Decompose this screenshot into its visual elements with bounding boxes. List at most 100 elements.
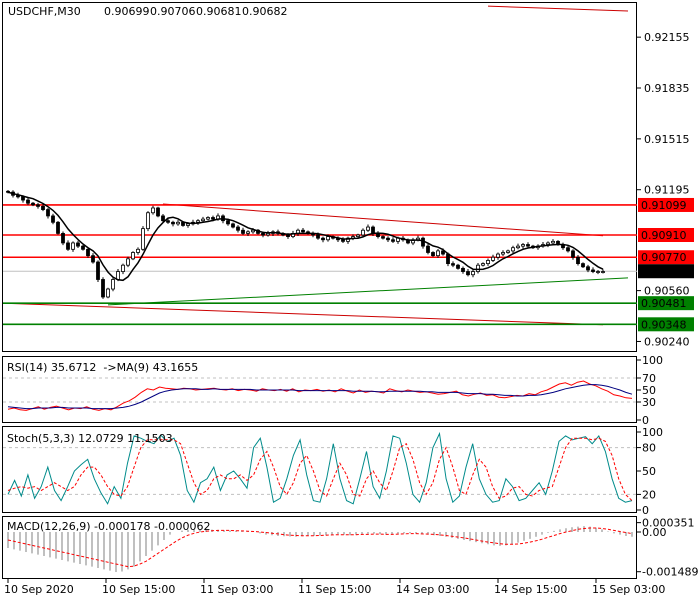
trendline [107,277,629,306]
candle [441,250,445,255]
level-label-box [638,296,694,311]
candle [506,250,510,253]
level-label: 0.90481 [641,297,687,310]
candle [111,279,115,290]
candle [236,226,240,231]
stoch-panel[interactable] [2,426,637,513]
candle [241,229,245,234]
candle [186,223,190,226]
candle [286,234,290,237]
candle [246,231,250,234]
level-label-box [638,264,694,279]
x-tick-label: 10 Sep 15:00 [102,583,175,596]
macd-signal-line [7,527,633,568]
candle [261,233,265,236]
candle [461,267,465,272]
candle [456,264,460,269]
rsi-header: RSI(14) 35.6712 ->MA(9) 43.1655 [7,361,198,374]
candle [131,252,135,260]
candle [501,252,505,255]
candle [566,247,570,252]
candle [91,255,95,263]
candle [571,250,575,258]
stoch-tick-label: 50 [642,465,656,478]
price-tick-label: 0.90560 [644,285,690,298]
stoch-tick-label: 20 [642,488,656,501]
price-tick-label: 0.91515 [644,133,690,146]
candle [151,207,155,214]
macd-plot [7,526,633,572]
axes: 0.92155 0.91835 0.91515 0.91195 0.90560 0.902… [4,31,698,596]
candle [86,248,90,257]
stoch-series-line [7,437,633,501]
candle [601,271,605,273]
price-tick-label: 0.90240 [644,335,690,348]
price-header-symbol: USDCHF,M30 [8,5,81,18]
candle [196,220,200,223]
candle [116,271,120,280]
stoch-plot [3,431,637,505]
candle [476,264,480,272]
macd-panel[interactable] [2,516,637,579]
x-tick-label: 11 Sep 15:00 [298,583,371,596]
candle [496,253,500,258]
candle [146,212,150,230]
rsi-tick-label: 30 [642,396,656,409]
price-tick-label: 0.92155 [644,31,690,44]
candle [471,271,475,276]
candle [516,245,520,249]
candle [371,226,375,234]
candle [551,240,555,244]
x-tick-label: 14 Sep 03:00 [396,583,469,596]
level-label: 0.90348 [641,318,687,331]
rsi-panel[interactable] [2,356,637,423]
macd-tick-label: 0.000351 [642,517,695,530]
candle [481,263,485,266]
candle [201,218,205,222]
rsi-plot [3,377,637,411]
candle [136,248,140,253]
price-header-high: 0.90706 [150,5,196,18]
price-header-low: 0.90681 [196,5,242,18]
candle [56,221,60,234]
candle [451,263,455,266]
candle [21,196,25,201]
rsi-tick-label: 100 [642,354,663,367]
candle [61,233,65,244]
level-label: 0.91099 [641,199,687,212]
trendline [7,302,604,326]
candle [156,207,160,217]
candle [211,217,215,220]
candle [101,279,105,298]
candle [126,258,130,266]
candle [141,228,145,250]
candle [76,242,80,247]
candle [346,237,350,242]
level-label: 0.90682 [641,265,687,278]
candle [96,261,100,280]
candle [341,239,345,242]
stoch-tick-label: 80 [642,442,656,455]
candle [526,244,530,247]
x-tick-label: 14 Sep 15:00 [494,583,567,596]
candle [326,236,330,241]
level-label-box [638,317,694,332]
candle [366,226,370,231]
candle [231,223,235,228]
candle [391,239,395,242]
x-tick-label: 15 Sep 03:00 [592,583,665,596]
candle [426,245,430,253]
candle [71,242,75,250]
level-label: 0.90910 [641,229,687,242]
candle [46,209,50,217]
trendline [162,203,604,237]
candle [576,256,580,265]
rsi-tick-label: 70 [642,372,656,385]
candle [466,271,470,276]
price-header-open: 0.90699 [104,5,150,18]
rsi-series-line [7,384,633,410]
price-panel[interactable] [2,2,637,352]
candle [251,229,255,233]
